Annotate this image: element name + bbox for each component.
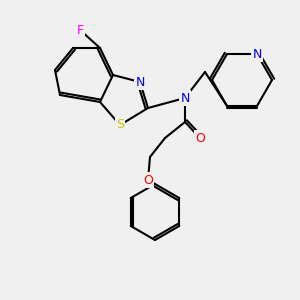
Text: N: N bbox=[252, 47, 262, 61]
Text: O: O bbox=[195, 131, 205, 145]
Text: S: S bbox=[116, 118, 124, 131]
Text: F: F bbox=[76, 23, 84, 37]
Text: N: N bbox=[135, 76, 145, 88]
Text: O: O bbox=[143, 173, 153, 187]
Text: N: N bbox=[180, 92, 190, 104]
